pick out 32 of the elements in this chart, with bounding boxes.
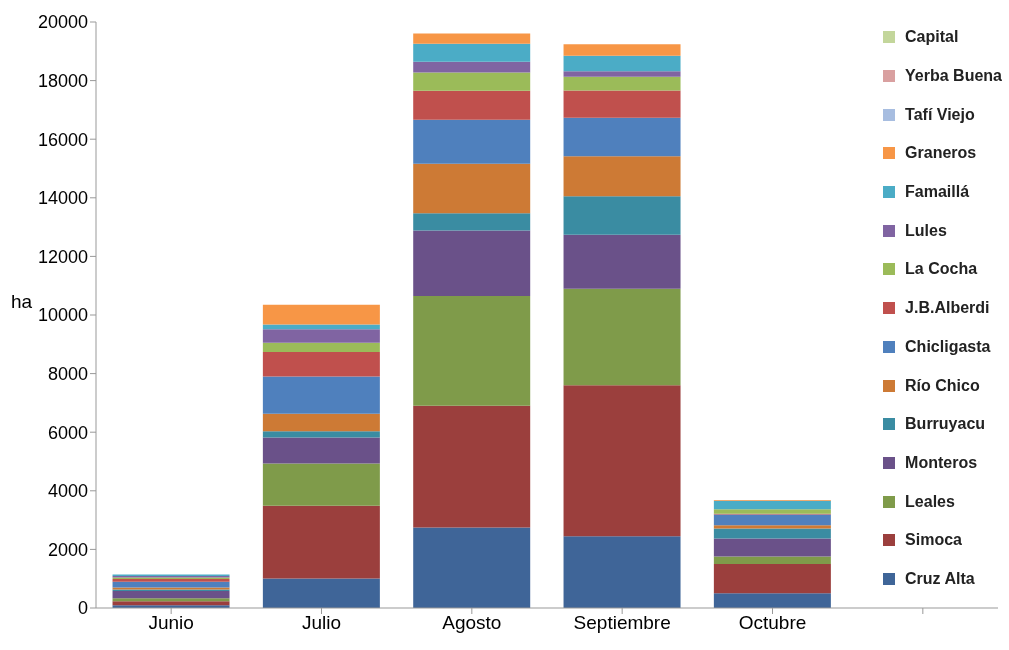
legend-label: Famaillá xyxy=(905,183,970,202)
y-tick-label: 0 xyxy=(77,598,88,619)
y-tick-label: 10000 xyxy=(37,305,88,326)
y-tick-label: 14000 xyxy=(37,188,88,209)
legend-label: Chicligasta xyxy=(905,337,991,356)
legend-label: Tafí Viejo xyxy=(905,105,975,124)
y-tick-label: 2000 xyxy=(47,539,88,560)
x-tick-label: Octubre xyxy=(738,612,807,634)
x-tick-label: Junio xyxy=(148,612,194,634)
legend-label: Monteros xyxy=(905,453,978,472)
y-tick-label: 12000 xyxy=(37,246,88,267)
legend-label: Graneros xyxy=(905,144,977,163)
legend-label: Cruz Alta xyxy=(905,569,975,588)
legend-label: Simoca xyxy=(905,531,962,550)
y-tick-label: 18000 xyxy=(37,70,88,91)
legend-label: Capital xyxy=(905,28,959,47)
y-tick-label: 4000 xyxy=(47,481,88,502)
legend-label: Burruyacu xyxy=(905,415,986,434)
legend-label: Río Chico xyxy=(905,376,980,395)
y-tick-label: 6000 xyxy=(47,422,88,443)
legend-label: J.B.Alberdi xyxy=(905,299,990,318)
legend-label: Leales xyxy=(905,492,955,511)
y-tick-label: 20000 xyxy=(37,12,88,33)
legend-label: La Cocha xyxy=(905,260,978,279)
legend-label: Yerba Buena xyxy=(905,67,1002,86)
x-tick-label: Septiembre xyxy=(573,612,671,634)
x-tick-label: Julio xyxy=(301,612,342,634)
y-tick-label: 8000 xyxy=(47,363,88,384)
legend-label: Lules xyxy=(905,221,947,240)
x-tick-label: Agosto xyxy=(442,612,502,634)
y-tick-label: 16000 xyxy=(37,129,88,150)
y-axis-title: ha xyxy=(11,290,33,312)
